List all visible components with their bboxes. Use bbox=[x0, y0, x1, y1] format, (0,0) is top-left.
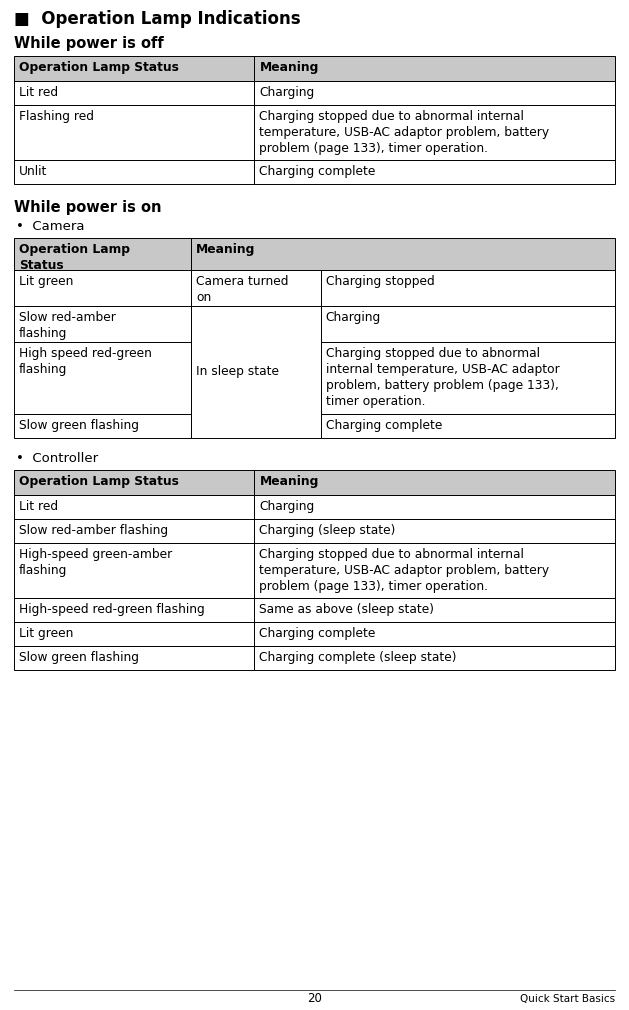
Text: While power is off: While power is off bbox=[14, 36, 164, 51]
Bar bbox=[14, 56, 254, 81]
Bar bbox=[14, 160, 254, 184]
Text: Charging stopped due to abnormal internal
temperature, USB-AC adaptor problem, b: Charging stopped due to abnormal interna… bbox=[259, 548, 550, 593]
Text: Lit green: Lit green bbox=[19, 275, 74, 288]
Text: Charging: Charging bbox=[259, 500, 314, 513]
Bar bbox=[321, 342, 615, 414]
Bar bbox=[14, 598, 254, 622]
Text: Meaning: Meaning bbox=[259, 475, 319, 488]
Text: High speed red-green
flashing: High speed red-green flashing bbox=[19, 347, 152, 376]
Text: Meaning: Meaning bbox=[259, 61, 319, 74]
Bar bbox=[14, 495, 254, 519]
Text: Unlit: Unlit bbox=[19, 165, 47, 178]
Text: Operation Lamp Status: Operation Lamp Status bbox=[19, 475, 179, 488]
Text: In sleep state: In sleep state bbox=[196, 366, 279, 379]
Bar bbox=[321, 306, 615, 342]
Text: Slow red-amber flashing: Slow red-amber flashing bbox=[19, 524, 168, 537]
Bar bbox=[254, 56, 615, 81]
Bar bbox=[14, 519, 254, 543]
Bar bbox=[254, 543, 615, 598]
Text: Charging complete: Charging complete bbox=[259, 165, 376, 178]
Text: Slow green flashing: Slow green flashing bbox=[19, 651, 139, 664]
Bar bbox=[254, 470, 615, 495]
Bar bbox=[321, 270, 615, 306]
Text: Slow red-amber
flashing: Slow red-amber flashing bbox=[19, 311, 116, 340]
Bar bbox=[14, 342, 191, 414]
Bar bbox=[14, 543, 254, 598]
Bar bbox=[191, 238, 615, 270]
Text: Charging: Charging bbox=[326, 311, 381, 324]
Bar bbox=[14, 105, 254, 160]
Text: Charging stopped due to abnormal
internal temperature, USB-AC adaptor
problem, b: Charging stopped due to abnormal interna… bbox=[326, 347, 559, 408]
Text: Charging complete (sleep state): Charging complete (sleep state) bbox=[259, 651, 457, 664]
Text: High-speed green-amber
flashing: High-speed green-amber flashing bbox=[19, 548, 172, 577]
Bar bbox=[254, 622, 615, 646]
Text: Slow green flashing: Slow green flashing bbox=[19, 419, 139, 432]
Text: Lit red: Lit red bbox=[19, 86, 58, 99]
Text: Charging complete: Charging complete bbox=[259, 627, 376, 640]
Bar bbox=[254, 105, 615, 160]
Bar bbox=[14, 470, 254, 495]
Text: Charging: Charging bbox=[259, 86, 314, 99]
Bar bbox=[191, 306, 321, 438]
Bar bbox=[254, 519, 615, 543]
Bar bbox=[14, 81, 254, 105]
Text: Flashing red: Flashing red bbox=[19, 110, 94, 123]
Text: Charging (sleep state): Charging (sleep state) bbox=[259, 524, 396, 537]
Text: Meaning: Meaning bbox=[196, 243, 255, 256]
Text: Operation Lamp Status: Operation Lamp Status bbox=[19, 61, 179, 74]
Text: 20: 20 bbox=[307, 993, 322, 1006]
Bar bbox=[14, 270, 191, 306]
Bar bbox=[254, 598, 615, 622]
Text: Quick Start Basics: Quick Start Basics bbox=[520, 994, 615, 1004]
Bar bbox=[254, 646, 615, 670]
Bar bbox=[254, 160, 615, 184]
Bar bbox=[14, 414, 191, 438]
Text: While power is on: While power is on bbox=[14, 200, 162, 215]
Text: High-speed red-green flashing: High-speed red-green flashing bbox=[19, 603, 205, 616]
Bar bbox=[321, 414, 615, 438]
Text: Lit red: Lit red bbox=[19, 500, 58, 513]
Bar bbox=[14, 622, 254, 646]
Bar bbox=[254, 81, 615, 105]
Text: Charging stopped: Charging stopped bbox=[326, 275, 434, 288]
Bar bbox=[14, 646, 254, 670]
Text: Charging stopped due to abnormal internal
temperature, USB-AC adaptor problem, b: Charging stopped due to abnormal interna… bbox=[259, 110, 550, 155]
Text: ■  Operation Lamp Indications: ■ Operation Lamp Indications bbox=[14, 10, 301, 28]
Text: Same as above (sleep state): Same as above (sleep state) bbox=[259, 603, 435, 616]
Text: Lit green: Lit green bbox=[19, 627, 74, 640]
Text: •  Controller: • Controller bbox=[16, 452, 98, 465]
Text: Operation Lamp
Status: Operation Lamp Status bbox=[19, 243, 130, 272]
Bar bbox=[14, 306, 191, 342]
Bar bbox=[14, 238, 191, 270]
Text: Camera turned
on: Camera turned on bbox=[196, 275, 289, 304]
Bar bbox=[191, 270, 321, 306]
Text: •  Camera: • Camera bbox=[16, 220, 84, 233]
Text: Charging complete: Charging complete bbox=[326, 419, 442, 432]
Bar bbox=[254, 495, 615, 519]
